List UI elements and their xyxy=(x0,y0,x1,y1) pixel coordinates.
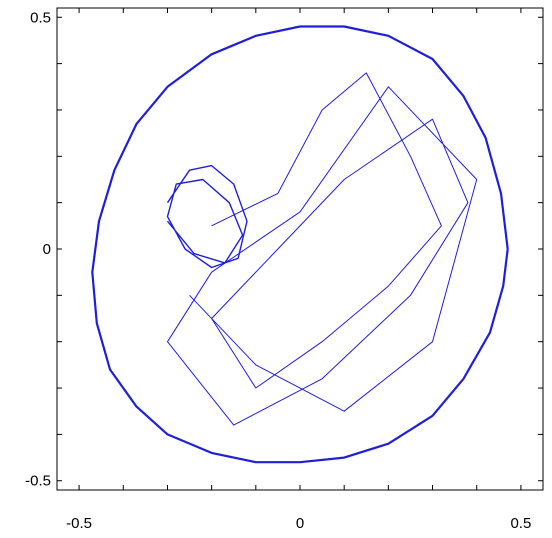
series-line-0 xyxy=(91,25,509,464)
y-tick-label: 0 xyxy=(43,241,51,258)
x-tick-label: -0.5 xyxy=(66,515,92,532)
series-layer xyxy=(91,25,509,464)
x-tick-label: 0 xyxy=(296,515,304,532)
y-tick-label: 0.5 xyxy=(30,9,51,26)
labels-layer: -0.5 0 0.5 0.5 0 -0.5 xyxy=(25,9,531,532)
plot-area-background xyxy=(57,8,543,490)
ticks-layer xyxy=(57,8,543,490)
series-line-1 xyxy=(166,164,248,269)
y-tick-label: -0.5 xyxy=(25,473,51,490)
series-line-2 xyxy=(167,72,478,426)
x-tick-label: 0.5 xyxy=(510,515,531,532)
